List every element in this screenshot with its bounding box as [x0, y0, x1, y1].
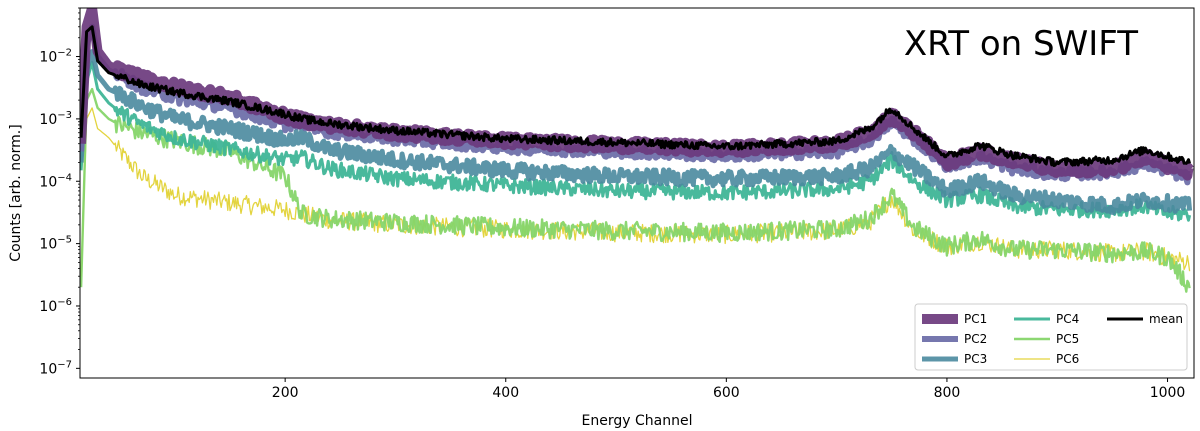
y-axis-title: Counts [arb. norm.] — [8, 124, 24, 261]
x-tick-label: 600 — [713, 385, 740, 401]
legend: PC1 PC2 PC3 PC4 PC5 PC6 mean — [914, 303, 1188, 371]
y-tick-label: 10−5 — [39, 235, 72, 253]
legend-label-pc2: PC2 — [964, 332, 987, 346]
y-tick-label: 10−7 — [39, 359, 72, 377]
ticks-layer: 200 400 600 800 1000 10−7 10−6 10−5 10−4 10−3 10−2 — [39, 7, 1186, 401]
y-tick-label: 10−2 — [39, 48, 72, 66]
legend-label-pc6: PC6 — [1056, 352, 1079, 366]
plot-frame — [79, 7, 1195, 379]
x-tick-label: 1000 — [1150, 385, 1186, 401]
x-tick-label: 800 — [934, 385, 961, 401]
x-axis-title: Energy Channel — [582, 413, 693, 429]
series-line-pc4 — [80, 61, 1192, 222]
series-line-mean — [80, 25, 1192, 168]
x-tick-label: 200 — [272, 385, 299, 401]
chart-annotation: XRT on SWIFT — [904, 24, 1138, 64]
legend-label-pc3: PC3 — [964, 352, 987, 366]
legend-label-mean: mean — [1149, 312, 1183, 326]
series-layer — [80, 8, 1194, 293]
series-line-pc3 — [80, 49, 1193, 216]
series-line-pc5 — [80, 87, 1191, 293]
legend-label-pc1: PC1 — [964, 312, 987, 326]
legend-label-pc5: PC5 — [1056, 332, 1079, 346]
y-tick-label: 10−3 — [39, 110, 72, 128]
legend-label-pc4: PC4 — [1056, 312, 1079, 326]
y-tick-label: 10−6 — [39, 297, 72, 315]
x-tick-label: 400 — [492, 385, 519, 401]
y-tick-label: 10−4 — [39, 172, 72, 190]
